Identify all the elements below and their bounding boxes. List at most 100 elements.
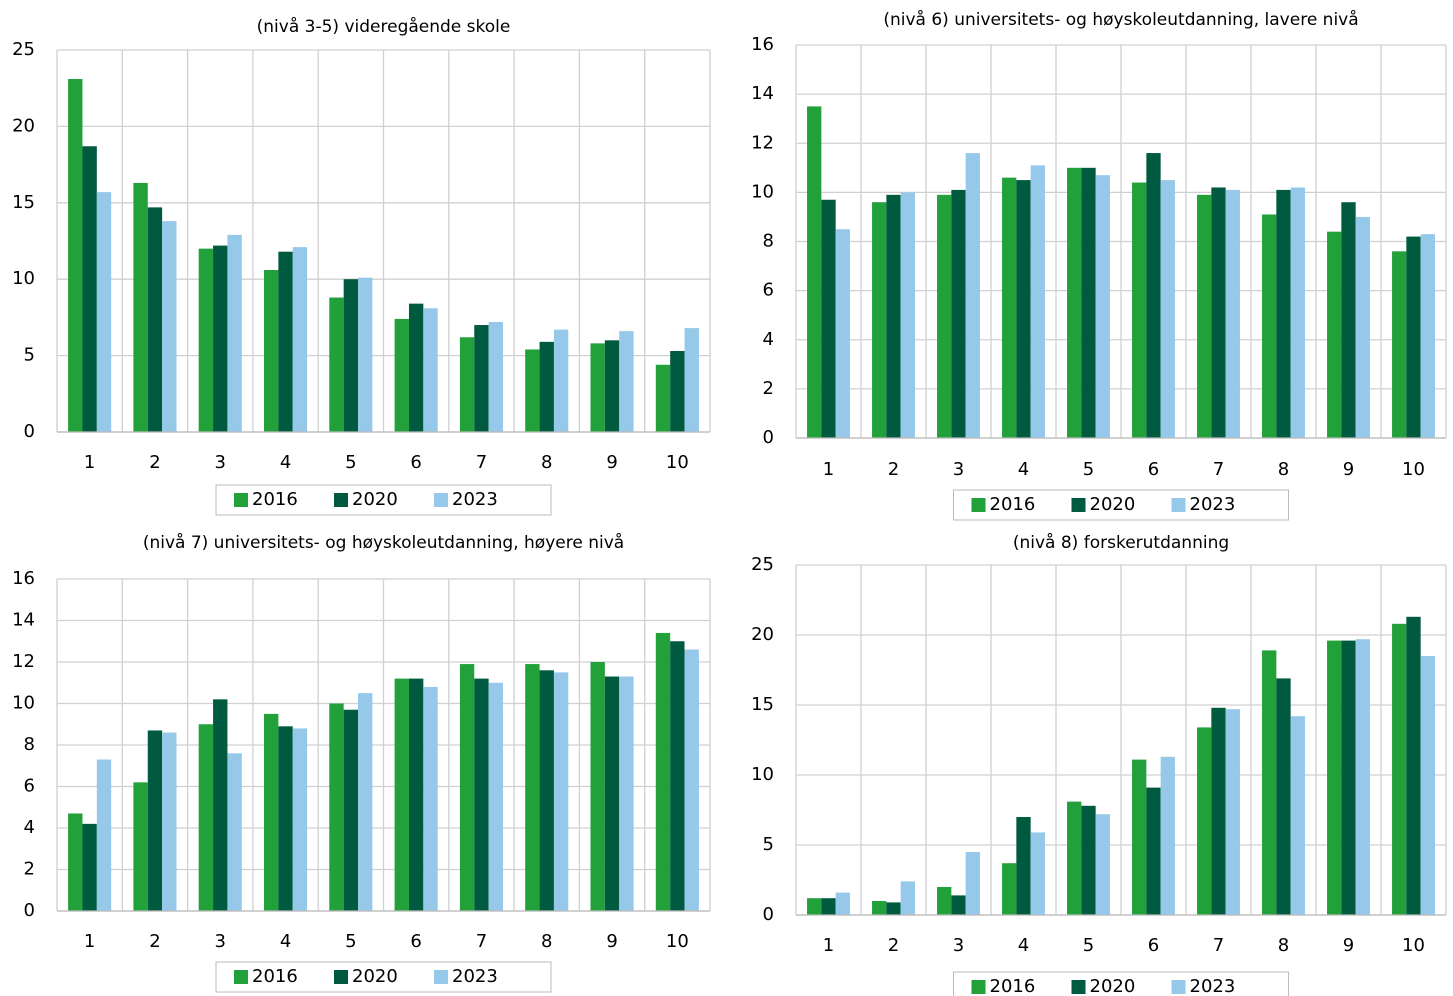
x-tick-label: 3: [215, 452, 226, 473]
bar: [488, 321, 503, 432]
y-tick-label: 10: [12, 693, 35, 714]
x-tick-label: 5: [345, 452, 356, 473]
x-tick-label: 9: [606, 931, 617, 952]
y-tick-label: 6: [763, 280, 774, 301]
bar: [1146, 153, 1161, 438]
bar: [329, 297, 344, 432]
bar: [835, 892, 850, 915]
bar: [1420, 234, 1435, 438]
x-tick-label: 6: [410, 452, 421, 473]
chart-title: (nivå 8) forskerutdanning: [1013, 532, 1229, 553]
x-tick-label: 3: [953, 935, 964, 956]
bar: [1406, 616, 1421, 915]
bar: [474, 678, 489, 911]
bar: [343, 279, 359, 432]
bar: [162, 732, 177, 911]
bar: [96, 759, 112, 911]
legend-box: [953, 971, 1289, 996]
x-tick-label: 9: [1343, 459, 1354, 480]
bar: [68, 813, 83, 911]
bar: [1276, 678, 1291, 915]
bar: [358, 693, 373, 911]
bar: [1016, 817, 1031, 915]
bar: [459, 337, 475, 432]
bar: [394, 678, 409, 911]
bar: [937, 887, 952, 915]
bar: [423, 686, 438, 911]
x-tick-label: 10: [666, 452, 689, 473]
bar: [1160, 756, 1175, 915]
bar: [133, 182, 148, 432]
bar: [900, 192, 915, 438]
y-tick-label: 14: [751, 83, 774, 104]
legend-swatch: [234, 493, 248, 507]
x-tick-label: 1: [823, 459, 834, 480]
y-tick-label: 6: [24, 776, 35, 797]
bar: [1392, 251, 1407, 438]
bar: [292, 728, 308, 911]
bar: [1095, 814, 1110, 915]
bar: [1420, 656, 1435, 915]
y-tick-label: 0: [24, 421, 35, 442]
bar: [213, 245, 228, 432]
y-tick-label: 20: [12, 115, 35, 136]
bar: [1225, 189, 1240, 438]
bar: [1030, 832, 1045, 915]
legend-swatch: [971, 980, 986, 994]
bar: [684, 328, 699, 432]
bar: [886, 902, 901, 915]
bar: [1067, 167, 1082, 438]
bar: [1355, 639, 1370, 915]
bar: [604, 676, 620, 911]
legend-swatch: [334, 493, 348, 507]
x-tick-label: 1: [84, 931, 95, 952]
legend-label: 2016: [252, 489, 298, 510]
x-tick-label: 9: [606, 452, 617, 473]
bar: [1341, 202, 1356, 438]
bar: [655, 632, 671, 911]
x-tick-label: 8: [1278, 935, 1289, 956]
legend-swatch: [434, 493, 448, 507]
x-tick-label: 1: [823, 935, 834, 956]
bar: [684, 649, 699, 911]
bar: [525, 349, 540, 432]
bar: [1197, 194, 1212, 438]
bar: [1392, 623, 1407, 915]
bar: [1081, 805, 1096, 915]
bar: [525, 664, 540, 911]
bar: [553, 329, 569, 432]
legend-label: 2016: [252, 966, 298, 987]
legend-box: [215, 961, 552, 993]
bar: [1276, 189, 1291, 438]
y-tick-label: 2: [24, 859, 35, 880]
bar: [82, 146, 97, 432]
bar: [474, 325, 489, 432]
bar: [1327, 640, 1342, 915]
x-tick-label: 6: [1148, 935, 1159, 956]
x-tick-label: 7: [1213, 935, 1224, 956]
legend-label: 2023: [1190, 976, 1236, 996]
x-tick-label: 9: [1343, 935, 1354, 956]
bar: [278, 251, 293, 432]
bar: [227, 753, 242, 911]
y-tick-label: 14: [12, 610, 35, 631]
bar: [821, 199, 836, 438]
bar: [539, 341, 554, 432]
legend-label: 2020: [1090, 494, 1136, 515]
legend-label: 2020: [352, 489, 398, 510]
bar: [227, 234, 242, 432]
x-tick-label: 4: [1018, 935, 1029, 956]
x-tick-label: 8: [1278, 459, 1289, 480]
bar: [1355, 216, 1370, 438]
bar: [937, 194, 952, 438]
bar: [1197, 727, 1212, 915]
bar: [133, 782, 148, 911]
y-tick-label: 10: [751, 181, 774, 202]
x-tick-label: 6: [1148, 459, 1159, 480]
bar: [459, 664, 475, 911]
legend-label: 2020: [1090, 976, 1136, 996]
bar: [1002, 863, 1017, 915]
bar: [96, 192, 112, 432]
x-tick-label: 10: [666, 931, 689, 952]
bar: [900, 881, 915, 915]
